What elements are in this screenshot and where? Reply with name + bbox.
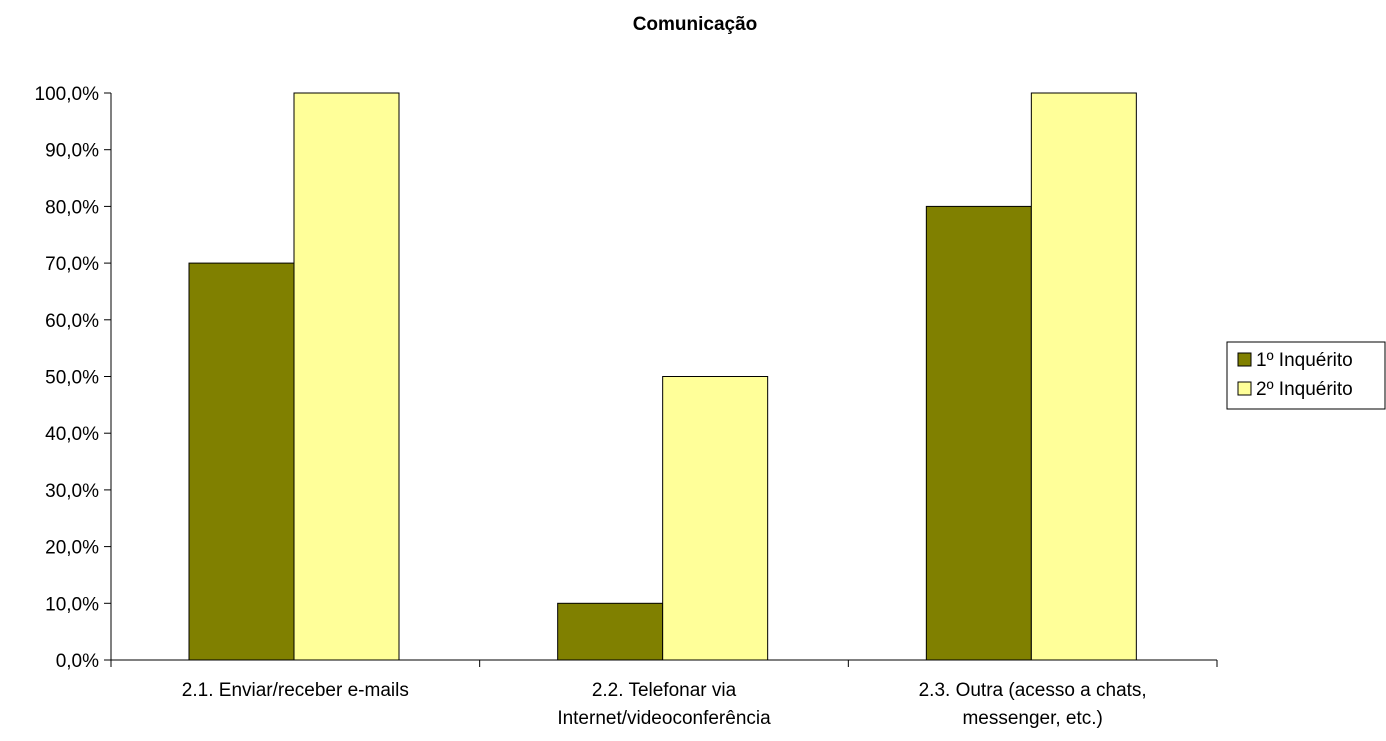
- y-tick-label: 60,0%: [45, 311, 99, 332]
- legend-label: 2º Inquérito: [1256, 379, 1353, 400]
- bar-series-2-category-2: [662, 376, 769, 661]
- y-tick-label: 80,0%: [45, 197, 99, 218]
- plot-area: 0,0% 10,0% 20,0% 30,0% 40,0% 50,0% 60,0% 70,0% 8…: [35, 84, 1218, 729]
- x-tick-label: 2.2. Telefonar via Internet/videoconferên…: [557, 680, 771, 729]
- y-tick-label: 20,0%: [45, 538, 99, 559]
- y-tick-label: 90,0%: [45, 141, 99, 162]
- y-tick-label: 30,0%: [45, 481, 99, 502]
- bar-series-1-category-3: [925, 205, 1032, 661]
- x-tick-label: 2.1. Enviar/receber e-mails: [182, 680, 409, 701]
- bar-series-1-category-1: [188, 262, 295, 661]
- bar-series-2-category-3: [1030, 92, 1137, 661]
- bar-series-1-category-2: [557, 602, 664, 661]
- legend-swatch: [1237, 381, 1252, 396]
- y-tick-label: 100,0%: [35, 84, 100, 105]
- y-tick-label: 40,0%: [45, 424, 99, 445]
- legend-label: 1º Inquérito: [1256, 350, 1353, 371]
- legend: 1º Inquérito 2º Inquérito: [1226, 341, 1386, 410]
- legend-swatch: [1237, 352, 1252, 367]
- y-tick-label: 70,0%: [45, 254, 99, 275]
- legend-box: [1226, 341, 1386, 410]
- chart-title: Comunicação: [633, 14, 758, 35]
- x-tick-label: 2.3. Outra (acesso a chats, messenger, et…: [919, 680, 1147, 729]
- y-tick-label: 0,0%: [56, 651, 99, 672]
- y-tick-label: 10,0%: [45, 594, 99, 615]
- bar-series-2-category-1: [293, 92, 400, 661]
- y-tick-label: 50,0%: [45, 368, 99, 389]
